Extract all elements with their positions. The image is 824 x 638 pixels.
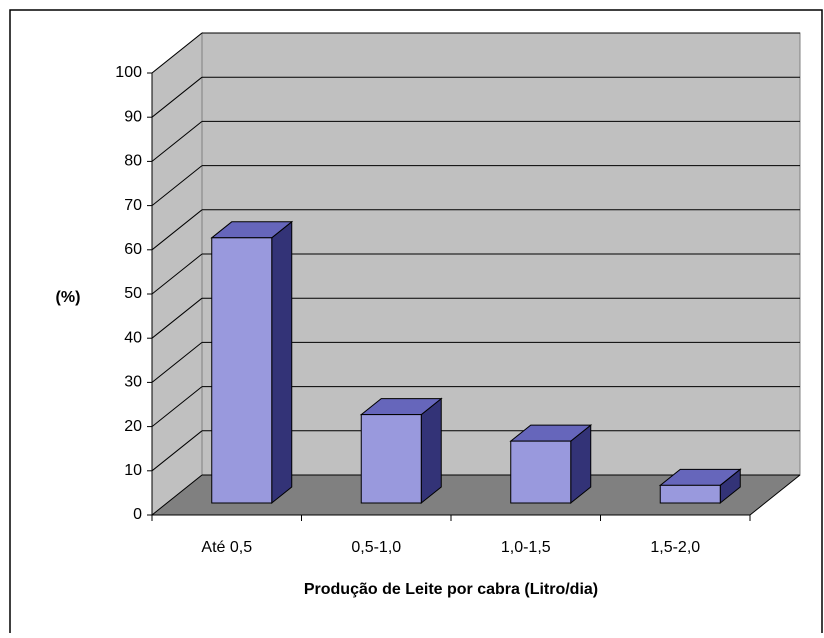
y-tick-label: 50 (124, 285, 142, 302)
y-tick-label: 10 (124, 462, 142, 479)
bars (210, 220, 742, 505)
grid-line-side (151, 209, 203, 251)
bar (360, 414, 422, 504)
x-tick-label: 0,5-1,0 (351, 539, 401, 556)
grid-line-side (151, 474, 203, 516)
bar (211, 237, 273, 504)
grid (151, 32, 800, 516)
grid-line-side (151, 76, 203, 118)
bar-side (271, 220, 293, 505)
floor-edge (749, 474, 801, 516)
y-tick-label: 40 (124, 329, 142, 346)
grid-line-side (151, 342, 203, 383)
grid-line-side (151, 32, 203, 74)
y-tick-label: 0 (133, 506, 142, 523)
bar (659, 484, 721, 504)
y-tick-label: 30 (124, 374, 142, 391)
y-tick-label: 60 (124, 241, 142, 258)
grid-line-side (151, 430, 203, 472)
grid-line-side (151, 253, 203, 295)
grid-line-side (151, 165, 203, 206)
x-tick-label: 1,5-2,0 (650, 539, 700, 556)
y-axis-title: (%) (56, 289, 81, 306)
bar (510, 440, 572, 504)
bar-side (420, 397, 442, 505)
y-tick-label: 90 (124, 108, 142, 125)
y-tick-label: 100 (115, 64, 142, 81)
x-tick-label: Até 0,5 (201, 539, 252, 556)
grid-line-side (151, 386, 203, 427)
x-axis-title: Produção de Leite por cabra (Litro/dia) (304, 581, 598, 598)
grid-line-side (151, 297, 203, 339)
y-tick-label: 20 (124, 418, 142, 435)
floor (152, 475, 800, 515)
grid-line-side (151, 121, 203, 162)
x-tick-label: 1,0-1,5 (501, 539, 551, 556)
y-tick-label: 70 (124, 197, 142, 214)
y-tick-label: 80 (124, 153, 142, 170)
